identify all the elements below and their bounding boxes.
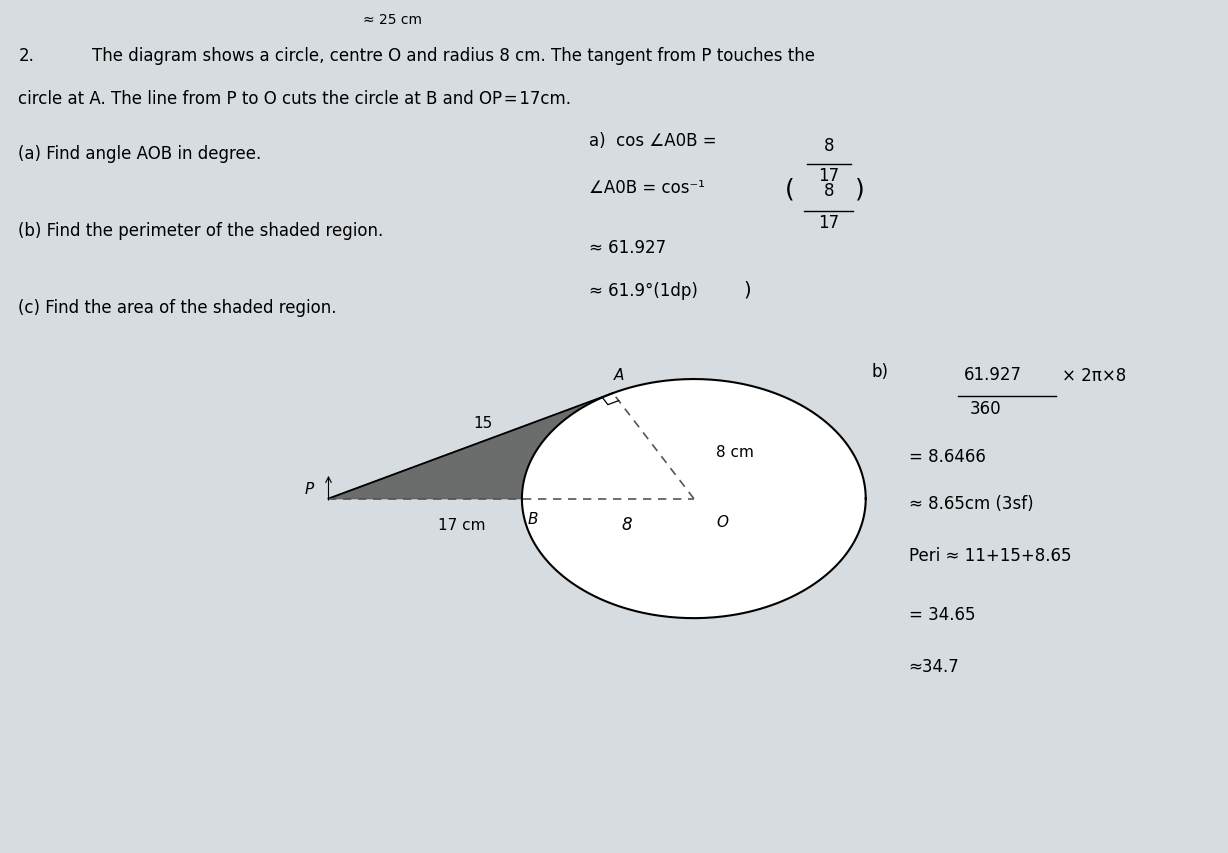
Text: (a) Find angle AOB in degree.: (a) Find angle AOB in degree. (18, 145, 262, 163)
Text: 2.: 2. (18, 47, 34, 65)
Text: P: P (305, 481, 313, 496)
Text: 17: 17 (818, 213, 840, 231)
Text: a)  cos ∠A0B =: a) cos ∠A0B = (589, 132, 717, 150)
Text: 17: 17 (818, 166, 840, 184)
Text: = 8.6466: = 8.6466 (909, 448, 986, 466)
Text: 17 cm: 17 cm (438, 518, 486, 533)
Text: 8: 8 (824, 136, 834, 154)
Text: 8: 8 (824, 182, 834, 200)
Text: = 34.65: = 34.65 (909, 606, 975, 624)
Text: ≈ 8.65cm (3sf): ≈ 8.65cm (3sf) (909, 495, 1033, 513)
Text: ): ) (743, 280, 750, 299)
Text: (b) Find the perimeter of the shaded region.: (b) Find the perimeter of the shaded reg… (18, 222, 383, 240)
Text: b): b) (872, 363, 889, 380)
Polygon shape (328, 393, 613, 499)
Text: A: A (614, 368, 624, 382)
Text: O: O (716, 514, 728, 530)
Text: ≈ 61.927: ≈ 61.927 (589, 239, 667, 257)
Polygon shape (522, 380, 866, 618)
Text: ): ) (855, 177, 865, 201)
Text: ≈ 61.9°(1dp): ≈ 61.9°(1dp) (589, 281, 699, 299)
Text: 15: 15 (473, 416, 492, 431)
Text: × 2π×8: × 2π×8 (1062, 367, 1126, 385)
Text: ≈34.7: ≈34.7 (909, 657, 959, 675)
Text: (: ( (785, 177, 795, 201)
Text: ∠A0B = cos⁻¹: ∠A0B = cos⁻¹ (589, 179, 705, 197)
Text: 8 cm: 8 cm (716, 444, 754, 460)
Text: Peri ≈ 11+15+8.65: Peri ≈ 11+15+8.65 (909, 546, 1071, 564)
Text: 61.927: 61.927 (964, 365, 1022, 383)
Text: 8: 8 (621, 515, 631, 534)
Text: (c) Find the area of the shaded region.: (c) Find the area of the shaded region. (18, 299, 336, 316)
Text: ≈ 25 cm: ≈ 25 cm (363, 13, 422, 26)
Text: 360: 360 (970, 399, 1002, 417)
Text: B: B (528, 512, 539, 527)
Text: circle at ​A. The line from ​P to ​O cuts the circle at ​B and OP = 17cm.: circle at ​A. The line from ​P to ​O cut… (18, 90, 571, 107)
Text: The diagram shows a circle, centre ​O and radius 8 cm. The tangent from ​P touch: The diagram shows a circle, centre ​O an… (92, 47, 815, 65)
